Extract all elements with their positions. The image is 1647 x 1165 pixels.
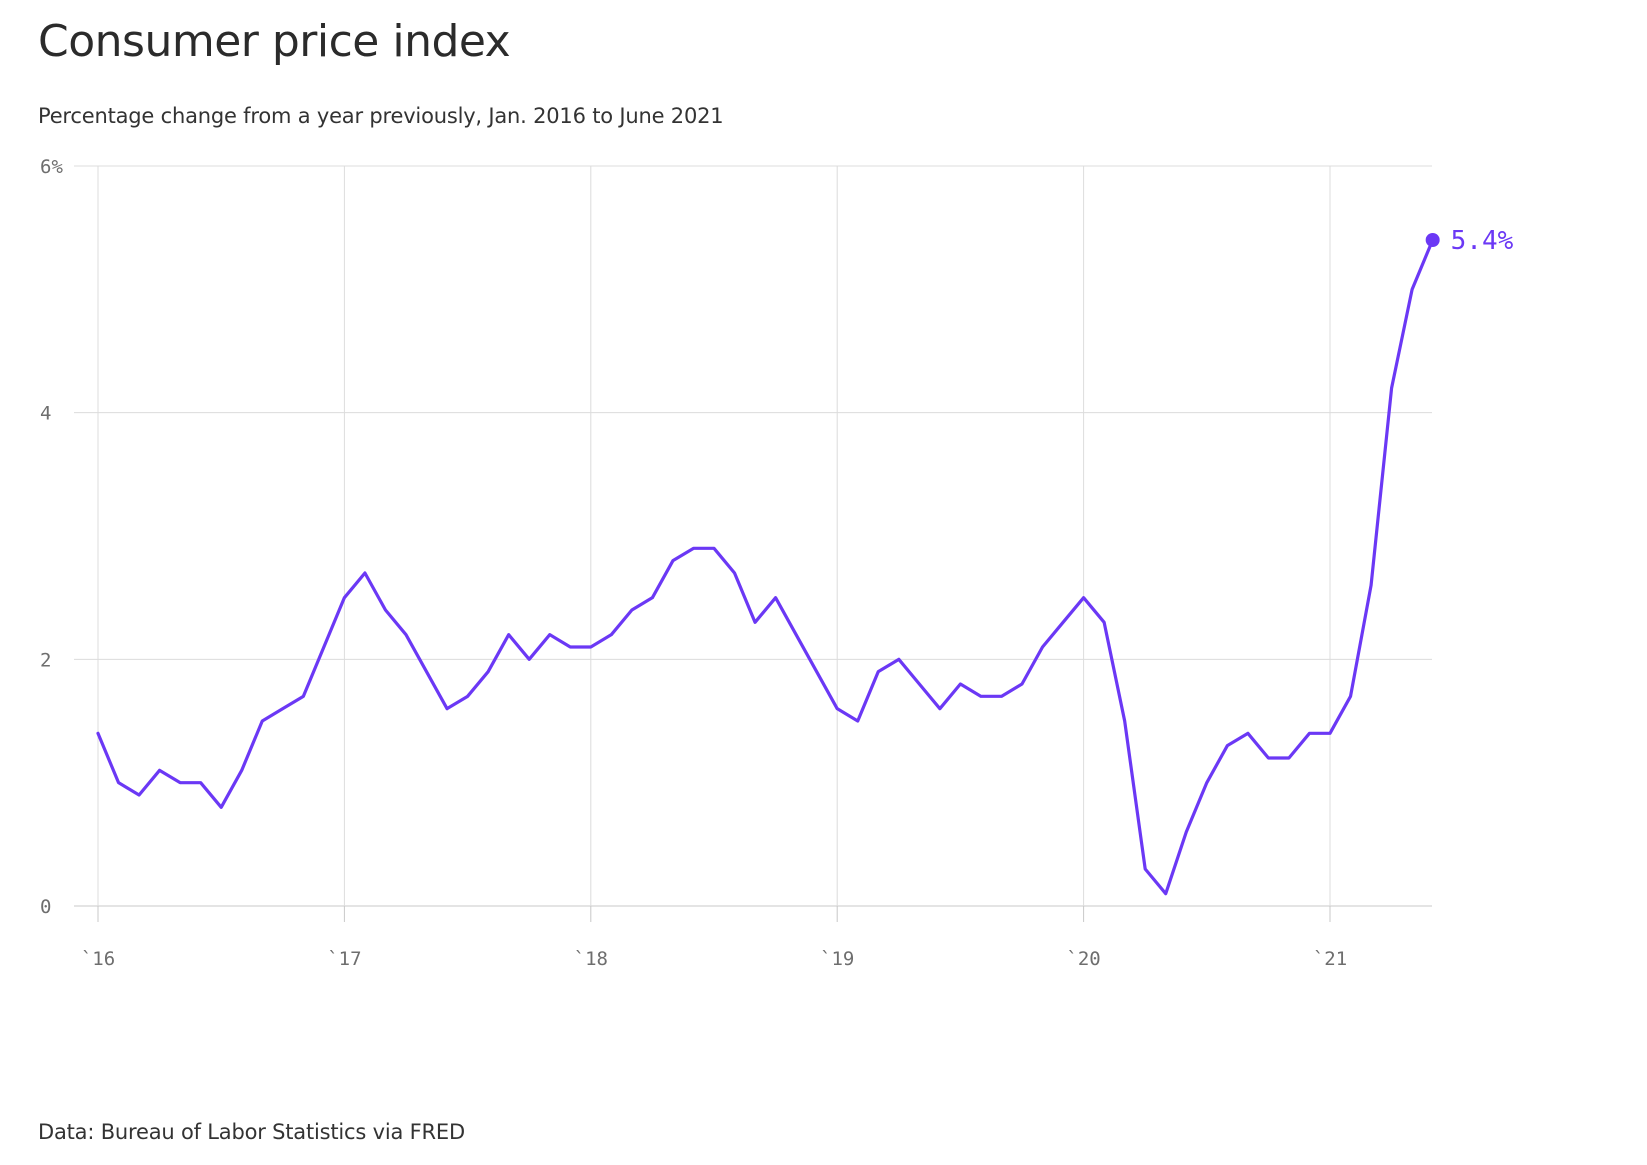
- data-point: [1327, 730, 1333, 736]
- series-layer: 5.4%: [95, 226, 1514, 897]
- data-point: [362, 570, 368, 576]
- chart-subtitle: Percentage change from a year previously…: [38, 104, 724, 128]
- y-tick-label: 2: [40, 649, 51, 671]
- x-tick-label: `21: [1313, 948, 1347, 970]
- data-point: [1286, 755, 1292, 761]
- data-point: [136, 792, 142, 798]
- data-point: [1204, 780, 1210, 786]
- grid-lines: [74, 165, 1432, 922]
- x-tick-label: `20: [1066, 948, 1100, 970]
- y-tick-label: 0: [40, 896, 51, 918]
- data-point: [1040, 644, 1046, 650]
- data-point: [218, 804, 224, 810]
- data-point: [1183, 829, 1189, 835]
- data-point: [588, 644, 594, 650]
- data-point: [1101, 619, 1107, 625]
- data-point: [116, 780, 122, 786]
- x-tick-label: `16: [81, 948, 115, 970]
- data-point: [1163, 891, 1169, 897]
- data-point: [916, 681, 922, 687]
- cpi-series-line: [96, 238, 1435, 896]
- data-point: [752, 619, 758, 625]
- data-point: [1306, 730, 1312, 736]
- data-point: [177, 780, 183, 786]
- data-point: [608, 632, 614, 638]
- x-tick-label: `18: [574, 948, 608, 970]
- data-point: [834, 706, 840, 712]
- data-point: [300, 693, 306, 699]
- data-point: [793, 632, 799, 638]
- chart-title: Consumer price index: [38, 16, 511, 67]
- data-point: [690, 545, 696, 551]
- data-point: [1265, 755, 1271, 761]
- y-tick-label: 4: [40, 403, 51, 425]
- data-point: [1245, 730, 1251, 736]
- data-point: [526, 656, 532, 662]
- data-point: [875, 669, 881, 675]
- data-point: [937, 706, 943, 712]
- data-source-note: Data: Bureau of Labor Statistics via FRE…: [38, 1120, 465, 1144]
- x-tick-label: `19: [820, 948, 854, 970]
- data-point: [1348, 693, 1354, 699]
- data-point: [1122, 718, 1128, 724]
- data-point: [506, 632, 512, 638]
- data-point: [957, 681, 963, 687]
- data-point: [444, 706, 450, 712]
- data-point: [629, 607, 635, 613]
- data-point: [649, 595, 655, 601]
- data-point: [465, 693, 471, 699]
- data-point: [403, 632, 409, 638]
- data-point: [1081, 595, 1087, 601]
- data-point: [855, 718, 861, 724]
- data-point: [1409, 286, 1415, 292]
- data-point: [567, 644, 573, 650]
- data-point: [424, 669, 430, 675]
- data-point: [547, 632, 553, 638]
- data-point: [157, 767, 163, 773]
- data-point: [670, 558, 676, 564]
- data-point: [321, 644, 327, 650]
- data-point: [1142, 866, 1148, 872]
- data-point: [485, 669, 491, 675]
- data-point: [998, 693, 1004, 699]
- data-point: [978, 693, 984, 699]
- data-point: [95, 730, 101, 736]
- data-point: [382, 607, 388, 613]
- data-point: [341, 595, 347, 601]
- x-tick-label: `17: [327, 948, 361, 970]
- data-point: [711, 545, 717, 551]
- data-point: [1368, 582, 1374, 588]
- data-point: [773, 595, 779, 601]
- data-point: [1060, 619, 1066, 625]
- end-value-label: 5.4%: [1451, 226, 1514, 256]
- data-point: [1019, 681, 1025, 687]
- data-point: [896, 656, 902, 662]
- data-point: [814, 669, 820, 675]
- data-point: [1224, 743, 1230, 749]
- data-point: [280, 706, 286, 712]
- end-point-marker: [1425, 233, 1440, 247]
- y-tick-label: 6%: [40, 156, 63, 178]
- data-point: [198, 780, 204, 786]
- axis-labels: 0 2 4 6% `16 `17 `18 `19 `20 `21: [40, 156, 1347, 970]
- data-point: [732, 570, 738, 576]
- data-point: [259, 718, 265, 724]
- data-point: [239, 767, 245, 773]
- data-point: [1389, 385, 1395, 391]
